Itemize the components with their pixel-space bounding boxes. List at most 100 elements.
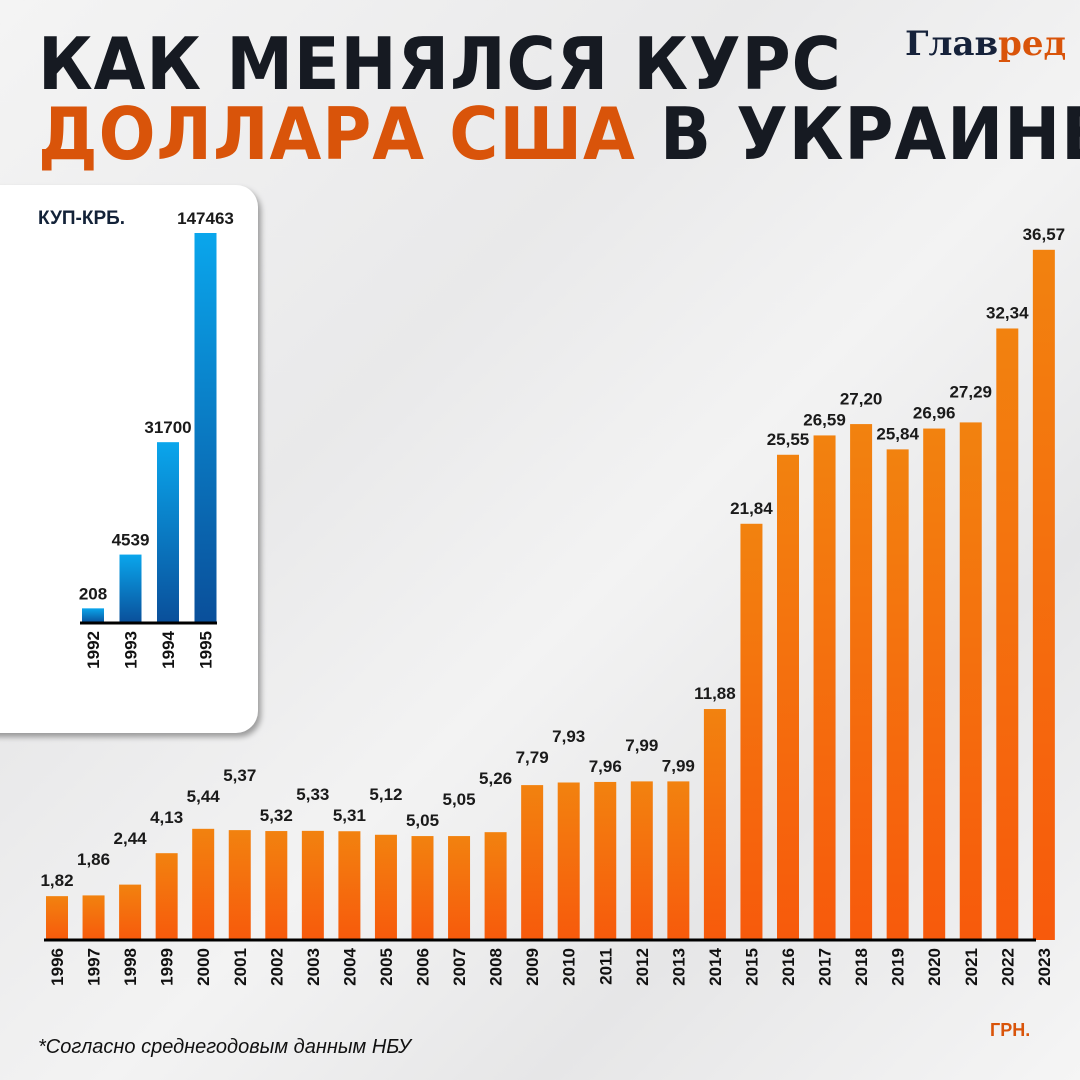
title-line-2: ДОЛЛАРА США В УКРАИНЕ [38,98,1080,170]
main-bar [192,828,215,940]
main-year-label: 1999 [158,948,177,986]
main-bar-label: 2,44 [114,829,148,848]
main-bar [119,884,142,940]
main-year-label: 2005 [377,948,396,986]
main-bar [338,831,361,940]
main-year-label: 2007 [450,948,469,986]
main-year-label: 2019 [889,948,908,986]
main-year-label: 2012 [633,948,652,986]
main-year-label: 2001 [231,948,250,986]
main-bar-label: 7,96 [589,757,622,776]
main-bar-label: 1,82 [40,871,73,890]
main-bar [484,832,507,940]
inset-bar-label: 208 [79,584,107,603]
main-bar-label: 5,37 [223,766,256,785]
logo-part2: ред [998,24,1067,64]
main-year-label: 2003 [304,948,323,986]
main-year-label: 2004 [340,947,359,985]
inset-year-label: 1994 [159,630,178,668]
main-bar-label: 5,05 [406,811,439,830]
main-bar-label: 26,96 [913,404,956,423]
main-bar [374,834,397,940]
main-bar [448,836,471,940]
title-rest: В УКРАИНЕ [635,92,1080,176]
main-bar-label: 11,88 [694,684,736,703]
main-year-label: 2008 [487,948,506,986]
main-bar-label: 21,84 [730,499,773,518]
logo-part1: Глав [905,24,999,64]
main-bar-label: 5,05 [443,790,476,809]
main-year-label: 2017 [816,948,835,986]
main-year-label: 2016 [779,948,798,986]
main-bar [1032,249,1055,941]
main-bar [703,709,726,940]
main-bar [630,781,653,940]
main-bar-label: 26,59 [803,410,846,429]
inset-bar [119,554,142,623]
main-bar-label: 1,86 [77,850,110,869]
main-unit-label: ГРН. [990,1020,1031,1040]
inset-year-label: 1993 [122,631,141,669]
main-bar [82,895,105,940]
main-bar [959,422,982,940]
main-bar-label: 5,12 [369,785,402,804]
main-year-label: 2011 [596,948,615,985]
main-bar [813,435,836,940]
main-bar-label: 5,44 [187,787,221,806]
main-bar [886,449,909,940]
main-year-label: 2010 [560,948,579,986]
inset-bar-label: 4539 [112,531,150,550]
main-bar-label: 7,99 [625,736,658,755]
main-bar-label: 5,33 [296,785,329,804]
main-bar [777,454,799,940]
main-bar-label: 5,32 [260,806,293,825]
glavred-logo: Главред [905,24,1066,64]
main-bar [46,896,68,940]
main-bar-label: 7,93 [552,727,585,746]
main-year-label: 2013 [669,948,688,986]
main-bar-label: 5,26 [479,769,512,788]
main-bar [923,428,946,940]
main-bar [594,781,617,940]
title-highlight: ДОЛЛАРА США [38,92,636,176]
main-year-label: 2002 [267,948,286,986]
main-year-label: 1997 [85,948,104,986]
title-line-1: КАК МЕНЯЛСЯ КУРС [38,22,842,106]
main-year-label: 1998 [121,948,140,986]
main-bar [557,782,580,940]
main-year-label: 2009 [523,948,542,986]
main-bar [155,853,178,940]
main-bar-label: 27,29 [949,383,992,402]
main-year-label: 2021 [962,948,981,986]
footnote: *Согласно среднегодовым данным НБУ [38,1036,411,1058]
main-year-label: 2006 [414,948,433,986]
main-year-label: 2000 [194,948,213,986]
inset-year-label: 1995 [197,631,216,669]
main-bar [740,523,763,940]
main-year-label: 2018 [852,948,871,986]
main-bar-label: 32,34 [986,303,1029,322]
main-year-label: 2015 [742,948,761,986]
main-bar-label: 7,99 [662,756,695,775]
main-year-label: 2020 [925,948,944,986]
inset-bar-label: 147463 [177,209,234,228]
main-bar-label: 4,13 [150,808,183,827]
inset-bar [194,233,217,623]
main-year-label: 2014 [706,947,725,985]
inset-bar-label: 31700 [144,418,191,437]
inset-unit-label: КУП-КРБ. [38,208,126,229]
main-bar [667,781,690,940]
main-bar [265,831,288,940]
main-bar-label: 27,20 [840,389,883,408]
main-bar [521,785,544,940]
inset-bar [82,608,104,623]
main-bar-label: 36,57 [1023,225,1066,244]
main-year-label: 1996 [48,948,67,986]
main-bar-label: 25,55 [767,430,810,449]
main-bar-label: 25,84 [876,424,919,443]
main-year-label: 2022 [998,948,1017,986]
inset-year-label: 1992 [84,631,103,669]
main-bar [850,424,873,941]
main-bar [411,836,434,940]
